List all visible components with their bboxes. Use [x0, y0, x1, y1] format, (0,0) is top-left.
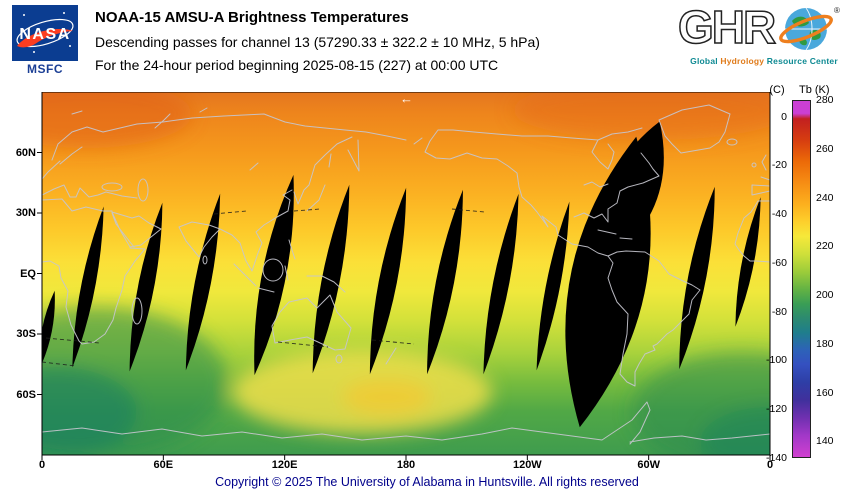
tasmania-outline: [335, 354, 343, 364]
header-titles: NOAA-15 AMSU-A Brightness Temperatures D…: [95, 9, 540, 73]
data-gap-swath: [254, 174, 294, 376]
copyright-footer: Copyright © 2025 The University of Alaba…: [215, 475, 639, 489]
x-axis-label: 120E: [271, 459, 298, 471]
madagascar-outline: [131, 297, 143, 325]
colorbar-unit-celsius: (C): [769, 84, 785, 96]
x-axis-label: 60E: [153, 459, 174, 471]
y-axis-label: 30N: [15, 207, 36, 219]
x-axis-label: 0: [766, 459, 774, 471]
black-sea-outline: [101, 182, 123, 192]
data-gap-swath: [129, 202, 163, 372]
period-line: For the 24-hour period beginning 2025-08…: [95, 57, 499, 73]
y-axis-label: 30S: [16, 328, 36, 340]
nasa-orbit-ellipse: [16, 18, 74, 48]
kelvin-tick-label: 220: [816, 240, 834, 253]
page-title: NOAA-15 AMSU-A Brightness Temperatures: [95, 9, 409, 26]
kelvin-tick-label: 140: [816, 435, 834, 448]
kelvin-tick-label: 200: [816, 289, 834, 302]
y-axis-label: EQ: [20, 267, 36, 280]
coastlines: [42, 104, 770, 445]
edge-arrow-icon: ←: [400, 92, 413, 106]
x-axis-label: 180: [396, 459, 416, 471]
globe-orbit-ring: [779, 14, 833, 44]
celsius-tick-label: -80: [771, 305, 787, 318]
kelvin-tick-label: 260: [816, 142, 834, 155]
map-frame: [41, 92, 771, 456]
borneo-outline: [262, 258, 284, 282]
globe-icon: [779, 7, 833, 51]
data-gap-swath: [735, 197, 761, 327]
coastline-west-africa-iberia: [734, 154, 770, 263]
coastline-north-america: [424, 127, 660, 257]
map-plot: ←: [37, 92, 771, 460]
coastline-africa-arabia: [42, 211, 162, 345]
ghrc-tagline-word: Global: [690, 56, 721, 66]
ghrc-wordmark-svg: GHR ®: [677, 0, 840, 54]
ghrc-tagline-word: Hydrology: [720, 56, 767, 66]
kelvin-tick-label: 280: [816, 94, 834, 106]
coastline-south-america: [607, 250, 701, 387]
data-gap-swath: [679, 186, 715, 370]
page-subtitle: Descending passes for channel 13 (57290.…: [95, 34, 540, 50]
coastline-europe-mediterranean: [42, 184, 138, 212]
data-gap-swath: [72, 206, 104, 368]
x-axis-label: 120W: [512, 459, 542, 471]
nasa-red-swoosh: [17, 28, 73, 48]
coastline-asia: [178, 136, 360, 272]
coastline-eurasia-north: [42, 107, 423, 180]
data-gap-swath: [369, 187, 407, 375]
data-gap-swath: [483, 193, 519, 375]
data-gap-swath: [312, 184, 350, 374]
coastline-indonesia-australia: [233, 263, 397, 365]
ghrc-tagline-word: Resource: [766, 56, 810, 66]
contour-dashes: [42, 208, 485, 367]
sri-lanka-outline: [202, 255, 208, 265]
celsius-tick-label: 0: [781, 110, 787, 123]
y-axis-label: 60N: [15, 146, 36, 159]
nasa-logo[interactable]: NASA MSFC: [11, 5, 79, 76]
ghrc-wordmark: GHR: [678, 2, 776, 53]
ghrc-tagline-word: Center: [809, 56, 838, 66]
data-gap-swath: [536, 201, 570, 371]
nasa-wordmark: NASA: [19, 26, 70, 43]
iceland-outline: [726, 138, 738, 146]
coastline-greenland-antarctica: [42, 104, 770, 445]
axis-ticks: [37, 152, 771, 460]
nasa-center-label: MSFC: [27, 62, 63, 76]
kelvin-tick-label: 240: [816, 191, 834, 204]
colorbar-ticks-kelvin: 280 260 240 220 200 180 160 140: [813, 94, 851, 458]
celsius-tick-label: -120: [765, 403, 787, 416]
celsius-tick-label: -40: [771, 208, 787, 221]
nasa-insignia: NASA: [12, 5, 78, 61]
data-gap-swath: [604, 121, 664, 263]
celsius-tick-label: -20: [771, 159, 787, 172]
data-gap-swath: [42, 290, 55, 370]
colorbar-unit-kelvin: Tb (K): [799, 84, 830, 96]
x-axis-label: 60W: [637, 459, 660, 471]
ireland-outline: [751, 162, 757, 168]
ghrc-logo[interactable]: GHR ® Global Hydrology Resource Center: [677, 0, 850, 66]
celsius-tick-label: -100: [765, 354, 787, 367]
colorbar: [792, 100, 811, 458]
data-gap-swath: [427, 189, 463, 375]
colorbar-ticks-celsius: 0 -20 -40 -60 -80 -100 -120 -140: [750, 100, 790, 464]
registered-mark: ®: [834, 6, 840, 15]
kelvin-tick-label: 160: [816, 386, 834, 399]
ghrc-tagline: Global Hydrology Resource Center: [678, 56, 850, 66]
y-axis-label: 60S: [16, 388, 36, 401]
x-axis-label: 0: [38, 459, 46, 471]
caspian-sea-outline: [137, 178, 149, 202]
celsius-tick-label: -60: [771, 256, 787, 269]
data-gap-swaths: [42, 121, 761, 428]
kelvin-tick-label: 180: [816, 337, 834, 350]
celsius-tick-label: -140: [765, 452, 787, 464]
